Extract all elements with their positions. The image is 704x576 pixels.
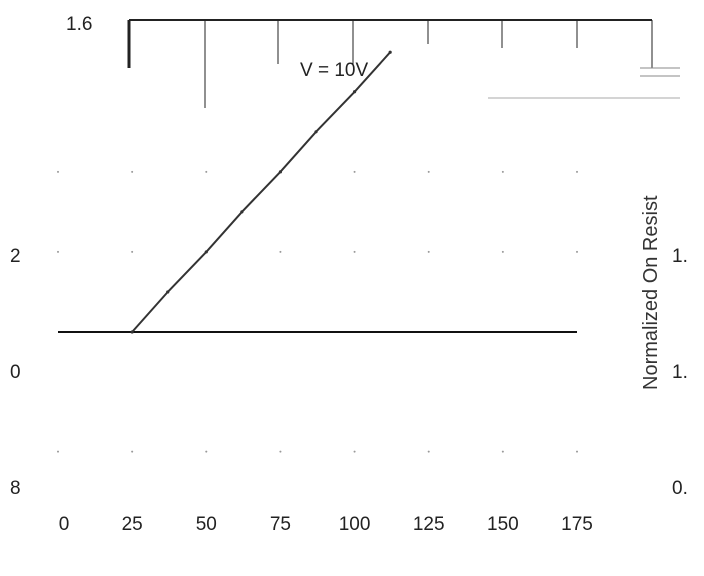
data-point	[388, 50, 392, 54]
grid-dot	[427, 250, 430, 253]
x-tick-label: 0	[59, 514, 70, 535]
y-left-tick-1: 2	[10, 246, 21, 267]
y-right-tick-3: 0.	[672, 478, 688, 499]
grid-dot	[279, 250, 282, 253]
grid-dot	[57, 170, 59, 173]
grid-dot	[501, 450, 504, 453]
grid-dot	[131, 250, 134, 253]
y-top-label: 1.6	[66, 14, 92, 35]
grid-dot	[205, 450, 208, 453]
legend	[488, 67, 680, 99]
grid-dot	[576, 170, 578, 173]
x-tick-label: 75	[270, 514, 291, 535]
x-tick-label: 150	[487, 514, 519, 535]
grid-dot	[353, 250, 356, 253]
y-right-tick-2: 1.	[672, 362, 688, 383]
grid-dot	[131, 170, 134, 173]
grid-dot	[279, 450, 282, 453]
data-point	[130, 330, 134, 334]
x-tick-label: 125	[413, 514, 445, 535]
grid	[57, 170, 578, 453]
x-tick-label: 175	[561, 514, 593, 535]
grid-dot	[427, 170, 430, 173]
y-left-tick-3: 8	[10, 478, 21, 499]
grid-dot	[501, 170, 504, 173]
grid-dot	[576, 250, 578, 253]
x-tick-label: 25	[122, 514, 143, 535]
grid-dot	[57, 450, 59, 453]
top-frame	[127, 19, 653, 108]
data-point	[314, 130, 318, 134]
grid-dot	[353, 170, 356, 173]
grid-dot	[576, 450, 578, 453]
grid-dot	[131, 450, 134, 453]
data-point	[204, 250, 208, 254]
data-point	[352, 90, 357, 94]
series-line	[131, 51, 391, 333]
grid-dot	[57, 250, 59, 253]
data-point	[166, 290, 170, 294]
y-left-tick-2: 0	[10, 362, 21, 383]
series-points	[130, 50, 392, 334]
y-right-tick-1: 1.	[672, 246, 688, 267]
grid-dot	[501, 250, 504, 253]
data-point	[278, 170, 283, 174]
x-tick-label: 100	[339, 514, 371, 535]
x-tick-label: 50	[196, 514, 217, 535]
grid-dot	[427, 450, 430, 453]
y2-axis-label: Normalized On Resist	[640, 195, 662, 390]
grid-dot	[205, 170, 208, 173]
x-tick-labels: 0 25 50 75 100 125 150 175	[59, 514, 593, 535]
data-point	[240, 210, 244, 214]
grid-dot	[353, 450, 356, 453]
annotation: V = 10V	[300, 60, 368, 81]
